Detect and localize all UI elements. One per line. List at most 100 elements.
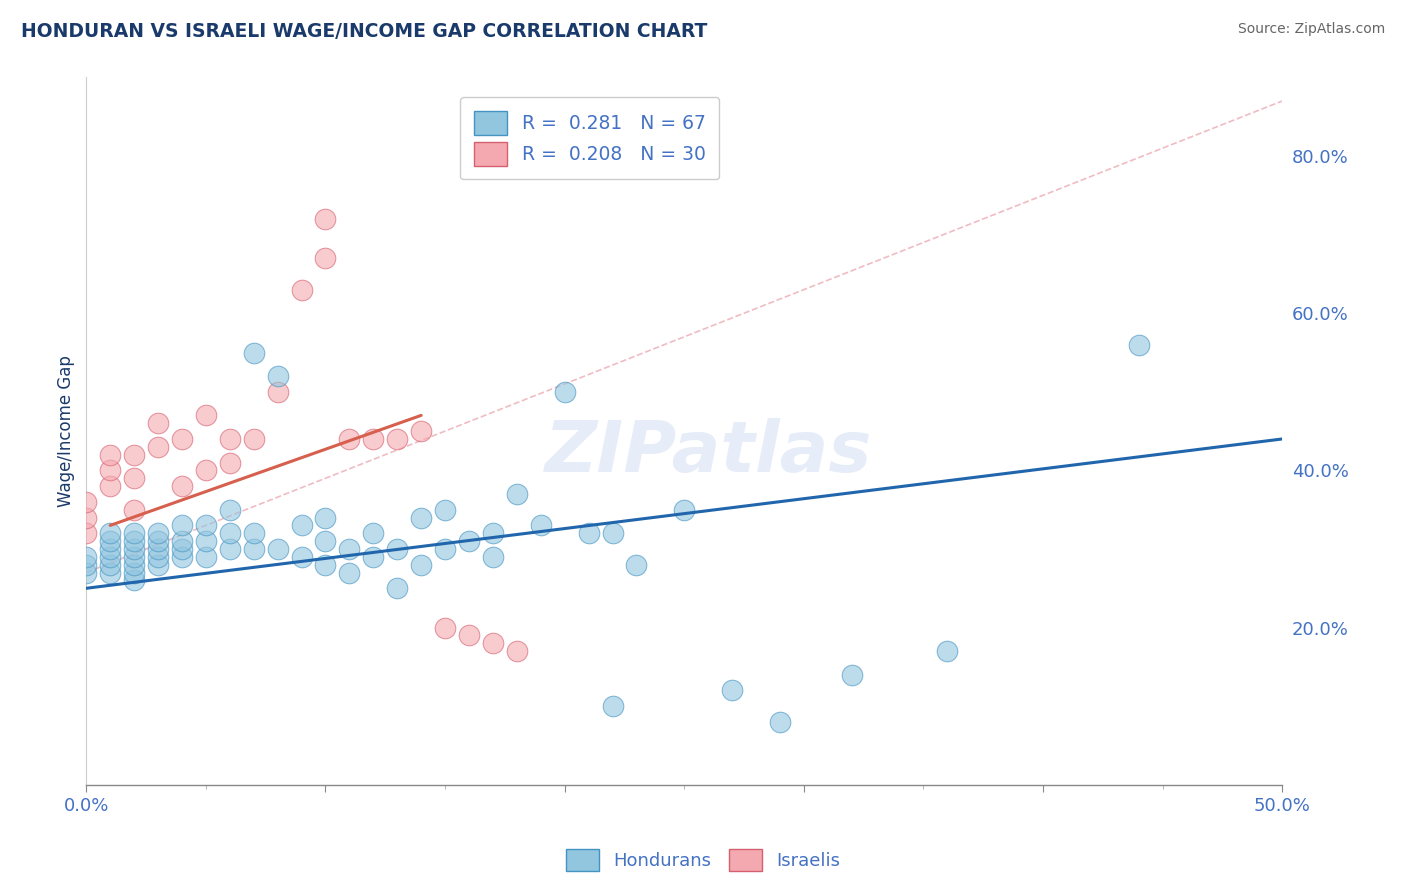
- Point: [387, 432, 409, 446]
- Point: [98, 549, 121, 564]
- Text: Source: ZipAtlas.com: Source: ZipAtlas.com: [1237, 22, 1385, 37]
- Point: [98, 448, 121, 462]
- Point: [146, 440, 169, 454]
- Point: [98, 541, 121, 556]
- Point: [122, 549, 145, 564]
- Point: [506, 644, 529, 658]
- Point: [387, 541, 409, 556]
- Text: ZIPatlas: ZIPatlas: [544, 417, 872, 487]
- Point: [339, 432, 361, 446]
- Point: [75, 510, 97, 524]
- Point: [170, 549, 193, 564]
- Point: [266, 541, 288, 556]
- Point: [290, 283, 312, 297]
- Point: [122, 558, 145, 572]
- Point: [75, 495, 97, 509]
- Point: [146, 534, 169, 549]
- Point: [194, 463, 217, 477]
- Point: [170, 534, 193, 549]
- Point: [387, 582, 409, 596]
- Point: [314, 558, 336, 572]
- Point: [434, 621, 457, 635]
- Point: [602, 526, 624, 541]
- Point: [170, 518, 193, 533]
- Point: [411, 510, 433, 524]
- Point: [194, 534, 217, 549]
- Point: [122, 574, 145, 588]
- Point: [578, 526, 600, 541]
- Point: [218, 502, 240, 516]
- Point: [458, 628, 481, 642]
- Point: [363, 549, 385, 564]
- Point: [194, 549, 217, 564]
- Point: [411, 424, 433, 438]
- Point: [98, 534, 121, 549]
- Point: [936, 644, 959, 658]
- Point: [146, 549, 169, 564]
- Point: [242, 345, 264, 359]
- Point: [482, 549, 505, 564]
- Point: [314, 534, 336, 549]
- Point: [170, 541, 193, 556]
- Point: [122, 526, 145, 541]
- Point: [434, 541, 457, 556]
- Point: [506, 487, 529, 501]
- Text: HONDURAN VS ISRAELI WAGE/INCOME GAP CORRELATION CHART: HONDURAN VS ISRAELI WAGE/INCOME GAP CORR…: [21, 22, 707, 41]
- Point: [98, 463, 121, 477]
- Point: [314, 251, 336, 265]
- Point: [194, 518, 217, 533]
- Point: [458, 534, 481, 549]
- Point: [98, 479, 121, 493]
- Point: [721, 683, 744, 698]
- Point: [122, 541, 145, 556]
- Point: [266, 369, 288, 384]
- Point: [122, 471, 145, 485]
- Point: [218, 541, 240, 556]
- Point: [769, 714, 792, 729]
- Point: [146, 541, 169, 556]
- Point: [266, 384, 288, 399]
- Point: [363, 526, 385, 541]
- Legend: Hondurans, Israelis: Hondurans, Israelis: [558, 842, 848, 879]
- Point: [339, 541, 361, 556]
- Point: [146, 526, 169, 541]
- Point: [194, 409, 217, 423]
- Point: [530, 518, 553, 533]
- Point: [626, 558, 648, 572]
- Point: [290, 518, 312, 533]
- Point: [75, 558, 97, 572]
- Point: [75, 549, 97, 564]
- Point: [434, 502, 457, 516]
- Legend: R =  0.281   N = 67, R =  0.208   N = 30: R = 0.281 N = 67, R = 0.208 N = 30: [460, 97, 720, 179]
- Point: [363, 432, 385, 446]
- Point: [482, 526, 505, 541]
- Point: [339, 566, 361, 580]
- Point: [482, 636, 505, 650]
- Point: [146, 416, 169, 430]
- Point: [75, 526, 97, 541]
- Point: [122, 566, 145, 580]
- Point: [602, 699, 624, 714]
- Point: [122, 502, 145, 516]
- Point: [122, 448, 145, 462]
- Point: [411, 558, 433, 572]
- Point: [841, 667, 863, 681]
- Point: [218, 526, 240, 541]
- Point: [218, 432, 240, 446]
- Point: [75, 566, 97, 580]
- Point: [146, 558, 169, 572]
- Point: [98, 526, 121, 541]
- Point: [554, 384, 576, 399]
- Y-axis label: Wage/Income Gap: Wage/Income Gap: [58, 355, 75, 507]
- Point: [98, 566, 121, 580]
- Point: [98, 558, 121, 572]
- Point: [1128, 337, 1150, 351]
- Point: [314, 510, 336, 524]
- Point: [242, 526, 264, 541]
- Point: [673, 502, 696, 516]
- Point: [242, 541, 264, 556]
- Point: [290, 549, 312, 564]
- Point: [218, 456, 240, 470]
- Point: [170, 479, 193, 493]
- Point: [170, 432, 193, 446]
